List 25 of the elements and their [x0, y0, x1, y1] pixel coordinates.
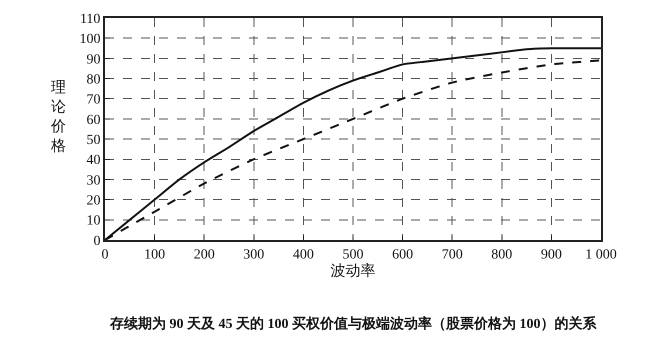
x-tick-label: 200 — [194, 248, 215, 263]
x-tick-label: 300 — [243, 248, 264, 263]
x-tick-label: 400 — [292, 248, 314, 263]
y-tick-label: 0 — [93, 234, 100, 249]
x-tick-label: 500 — [342, 248, 364, 263]
x-tick-label: 100 — [144, 248, 166, 263]
y-tick-label: 50 — [86, 132, 100, 148]
y-tick-label: 100 — [79, 32, 100, 48]
y-tick-label: 60 — [86, 112, 100, 128]
y-tick-label: 30 — [86, 173, 100, 188]
text: 存续期为 90 天及 45 天的 100 买权价值与极端波动率（股票价格为 100）的关系 — [109, 315, 598, 332]
x-tick-label: 600 — [392, 248, 414, 263]
y-axis-title: 理论价格 — [50, 80, 66, 154]
y-tick-label: 90 — [86, 52, 100, 68]
x-tick-label: 900 — [540, 248, 562, 263]
y-tick-label: 80 — [86, 72, 100, 88]
x-tick-label: 800 — [491, 248, 512, 263]
y-tick-label: 20 — [86, 194, 100, 209]
x-tick-label: 700 — [442, 248, 463, 263]
x-axis-title: 波动率 — [330, 262, 376, 280]
y-tick-label: 10 — [86, 214, 100, 229]
y-tick-label: 110 — [80, 12, 100, 27]
x-tick-label: 1 000 — [585, 248, 617, 263]
y-tick-label: 70 — [86, 92, 100, 108]
y-tick-label: 40 — [86, 153, 100, 168]
